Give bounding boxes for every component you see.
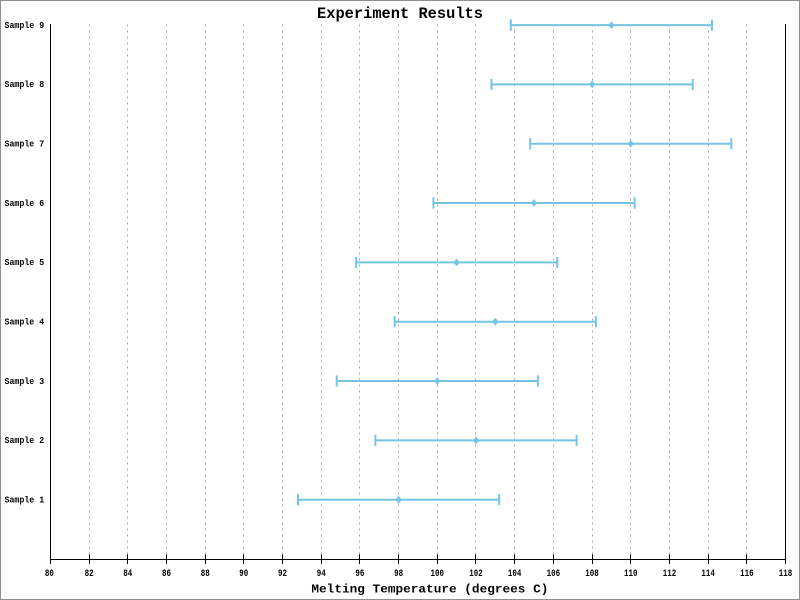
svg-text:80: 80 [45, 568, 54, 579]
svg-text:Melting Temperature (degrees C: Melting Temperature (degrees C) [311, 583, 548, 597]
svg-text:84: 84 [123, 568, 132, 579]
svg-text:102: 102 [469, 568, 483, 579]
svg-text:116: 116 [740, 568, 754, 579]
svg-text:108: 108 [585, 568, 599, 579]
svg-text:Sample 9: Sample 9 [5, 20, 45, 31]
svg-text:Sample 2: Sample 2 [5, 435, 45, 446]
svg-text:104: 104 [508, 568, 522, 579]
svg-text:106: 106 [547, 568, 561, 579]
svg-text:94: 94 [317, 568, 326, 579]
svg-text:Sample 1: Sample 1 [5, 494, 45, 505]
svg-text:118: 118 [779, 568, 793, 579]
svg-text:98: 98 [394, 568, 403, 579]
svg-text:96: 96 [355, 568, 364, 579]
svg-text:88: 88 [201, 568, 210, 579]
svg-text:92: 92 [278, 568, 287, 579]
svg-text:Sample 3: Sample 3 [5, 376, 45, 387]
svg-text:90: 90 [239, 568, 248, 579]
svg-text:100: 100 [431, 568, 445, 579]
svg-text:Sample 7: Sample 7 [5, 139, 45, 150]
svg-text:112: 112 [663, 568, 677, 579]
svg-text:Sample 6: Sample 6 [5, 198, 45, 209]
svg-text:82: 82 [85, 568, 94, 579]
svg-text:Sample 8: Sample 8 [5, 79, 45, 90]
svg-text:Experiment Results: Experiment Results [317, 5, 483, 23]
svg-text:86: 86 [162, 568, 171, 579]
svg-text:Sample 5: Sample 5 [5, 257, 45, 268]
svg-text:114: 114 [701, 568, 715, 579]
svg-text:Sample 4: Sample 4 [5, 316, 45, 327]
svg-text:110: 110 [624, 568, 638, 579]
